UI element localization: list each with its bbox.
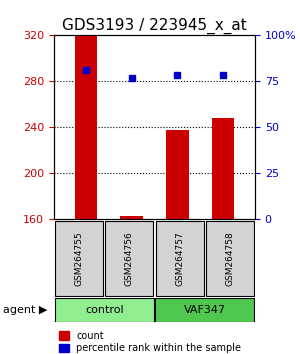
Text: GSM264758: GSM264758 (225, 231, 234, 286)
Title: GDS3193 / 223945_x_at: GDS3193 / 223945_x_at (62, 18, 247, 34)
FancyBboxPatch shape (55, 298, 154, 322)
Legend: count, percentile rank within the sample: count, percentile rank within the sample (59, 331, 242, 353)
Text: GSM264757: GSM264757 (175, 231, 184, 286)
Text: GSM264756: GSM264756 (125, 231, 134, 286)
Text: VAF347: VAF347 (184, 305, 226, 315)
Text: agent ▶: agent ▶ (3, 305, 47, 315)
Bar (166, 130, 189, 219)
FancyBboxPatch shape (155, 298, 254, 322)
FancyBboxPatch shape (55, 221, 103, 296)
Text: GSM264755: GSM264755 (75, 231, 84, 286)
Bar (120, 216, 143, 219)
Text: control: control (85, 305, 124, 315)
Bar (212, 118, 234, 219)
FancyBboxPatch shape (206, 221, 254, 296)
FancyBboxPatch shape (155, 221, 204, 296)
FancyBboxPatch shape (105, 221, 154, 296)
Bar (75, 35, 98, 219)
